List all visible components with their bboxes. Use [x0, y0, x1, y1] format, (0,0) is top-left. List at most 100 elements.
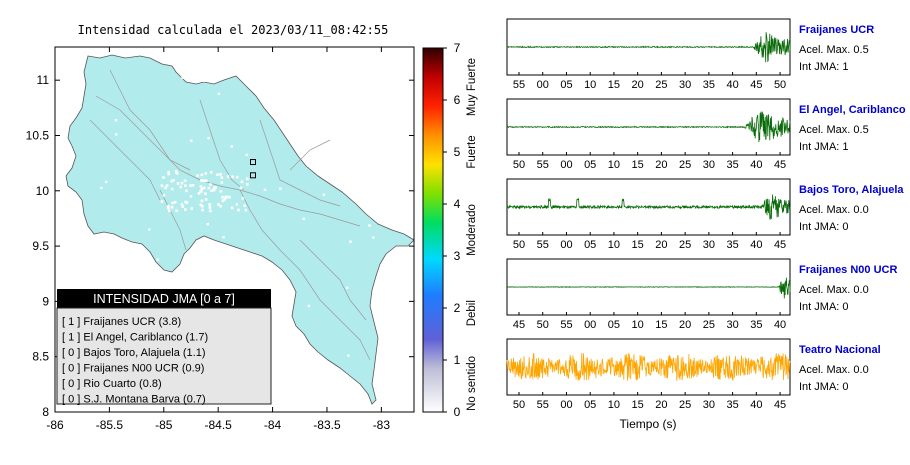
- town-dot: [245, 153, 249, 157]
- town-dot: [351, 101, 354, 104]
- station-jma: Int JMA: 0: [799, 221, 849, 233]
- lon-tick-label: -84: [264, 418, 282, 432]
- town-dot: [200, 173, 204, 177]
- map-frame: [54, 46, 415, 413]
- lon-tick-label: -85.5: [96, 418, 124, 432]
- colorbar-label: Debil: [466, 300, 478, 326]
- station-acel: Acel. Max. 0.0: [799, 204, 869, 216]
- town-dot: [208, 206, 212, 209]
- lat-tick-label: 10: [36, 184, 50, 198]
- time-tick-label: 35: [750, 319, 762, 331]
- time-tick-label: 40: [750, 159, 762, 171]
- town-dot: [189, 195, 193, 198]
- town-dot: [201, 204, 204, 208]
- seismogram-trace: [506, 277, 791, 299]
- legend-items: [ 1 ] Fraijanes UCR (3.8) [ 1 ] El Angel,…: [62, 316, 208, 406]
- town-dot: [204, 179, 208, 183]
- time-tick-label: 40: [750, 399, 762, 411]
- town-dot: [209, 183, 212, 186]
- station-marker: [249, 159, 256, 166]
- time-tick-label: 05: [584, 159, 596, 171]
- seismogram-panels: 55 00 05 10 15 20 25 30 35 40 45 50 Fraijanes UCR Ace…: [506, 18, 906, 411]
- seismogram-panel: 45 50 55 00 05 10 15 20 25 30 35 40 Fraijanes N00 UC…: [506, 258, 897, 331]
- town-dot: [170, 179, 173, 183]
- town-dot: [196, 174, 199, 177]
- time-tick-label: 55: [537, 399, 549, 411]
- town-dot: [199, 203, 203, 207]
- town-dot: [240, 180, 244, 184]
- time-tick-label: 50: [537, 319, 549, 331]
- station-name: Fraijanes UCR: [799, 24, 874, 36]
- time-tick-label: 05: [584, 239, 596, 251]
- town-dot: [190, 207, 194, 210]
- time-tick-label: 50: [513, 239, 525, 251]
- time-tick-label: 15: [632, 159, 644, 171]
- colorbar-labels: No sentido Debil Moderado Fuerte Muy Fuerte: [466, 58, 478, 411]
- seismogram-panel: 50 55 00 05 10 15 20 25 30 35 40 45 Teatro Nacional A…: [506, 338, 881, 411]
- town-dot: [170, 187, 174, 191]
- time-tick-label: 05: [584, 399, 596, 411]
- town-dot: [235, 175, 239, 179]
- town-dot: [237, 208, 240, 212]
- town-dot: [243, 204, 247, 208]
- town-dot: [219, 173, 222, 176]
- costa-rica-land: [65, 54, 415, 405]
- time-tick-label: 00: [560, 159, 572, 171]
- town-dot: [368, 224, 371, 227]
- time-tick-label: 20: [655, 159, 667, 171]
- town-dot: [219, 204, 223, 208]
- time-tick-label: 45: [774, 159, 786, 171]
- colorbar-tick-label: 1: [454, 353, 461, 367]
- town-dot: [184, 184, 187, 187]
- time-tick-label: 25: [679, 399, 691, 411]
- lat-tick-label: 11: [37, 73, 50, 87]
- seismogram-trace: [506, 111, 791, 143]
- seismogram-panel: 50 55 00 05 10 15 20 25 30 35 40 45 El Angel, Caribl…: [506, 98, 906, 171]
- time-tick-label: 15: [632, 239, 644, 251]
- seismogram-trace: [506, 194, 791, 220]
- town-dot: [263, 188, 267, 192]
- time-tick-label: 45: [774, 399, 786, 411]
- town-dot: [207, 136, 210, 140]
- time-tick-label: 00: [560, 239, 572, 251]
- town-dot: [220, 176, 224, 179]
- town-dot: [286, 120, 289, 123]
- time-tick-label: 05: [608, 319, 620, 331]
- station-acel: Acel. Max. 0.5: [799, 44, 869, 56]
- town-dot: [167, 172, 171, 176]
- town-dot: [160, 200, 164, 203]
- time-tick-label: 30: [703, 239, 715, 251]
- colorbar-tick-label: 4: [454, 197, 461, 211]
- town-dot: [181, 205, 185, 208]
- lat-tick-label: 8.5: [32, 350, 49, 364]
- lon-tick-label: -83: [373, 418, 391, 432]
- time-tick-label: 55: [537, 239, 549, 251]
- town-dot: [199, 185, 203, 188]
- town-dot: [336, 78, 340, 82]
- station-acel: Acel. Max. 0.0: [799, 364, 869, 376]
- colorbar-label: Fuerte: [466, 135, 478, 168]
- town-dot: [349, 240, 352, 243]
- colorbar: 0 1 2 3 4 5 6 7 No sentido Debil Moderado Fuerte Mu…: [422, 41, 478, 419]
- station-name: El Angel, Cariblanco: [799, 104, 906, 116]
- town-dot: [217, 203, 220, 206]
- colorbar-tick-label: 5: [454, 145, 461, 159]
- time-tick-label: 05: [560, 79, 572, 91]
- town-dot: [189, 184, 192, 187]
- town-dot: [245, 182, 249, 186]
- town-dot: [162, 194, 166, 197]
- town-dot: [206, 222, 209, 226]
- legend-item: [ 1 ] El Angel, Cariblanco (1.7): [62, 332, 208, 344]
- town-dot: [180, 203, 184, 206]
- town-dot: [143, 267, 146, 270]
- station-name: Bajos Toro, Alajuela: [799, 184, 904, 196]
- legend-title: INTENSIDAD JMA [0 a 7]: [93, 292, 235, 306]
- town-dot: [221, 199, 225, 203]
- map-axes: -86 -85.5 -85 -84.5 -84 -83.5 -83 8 8.5 9 9.5 10 10.…: [26, 47, 414, 432]
- road-network: [89, 69, 371, 361]
- time-tick-label: 55: [513, 79, 525, 91]
- town-dot: [200, 199, 204, 203]
- town-dot: [180, 181, 184, 185]
- time-tick-label: 00: [560, 399, 572, 411]
- town-dot: [204, 172, 208, 175]
